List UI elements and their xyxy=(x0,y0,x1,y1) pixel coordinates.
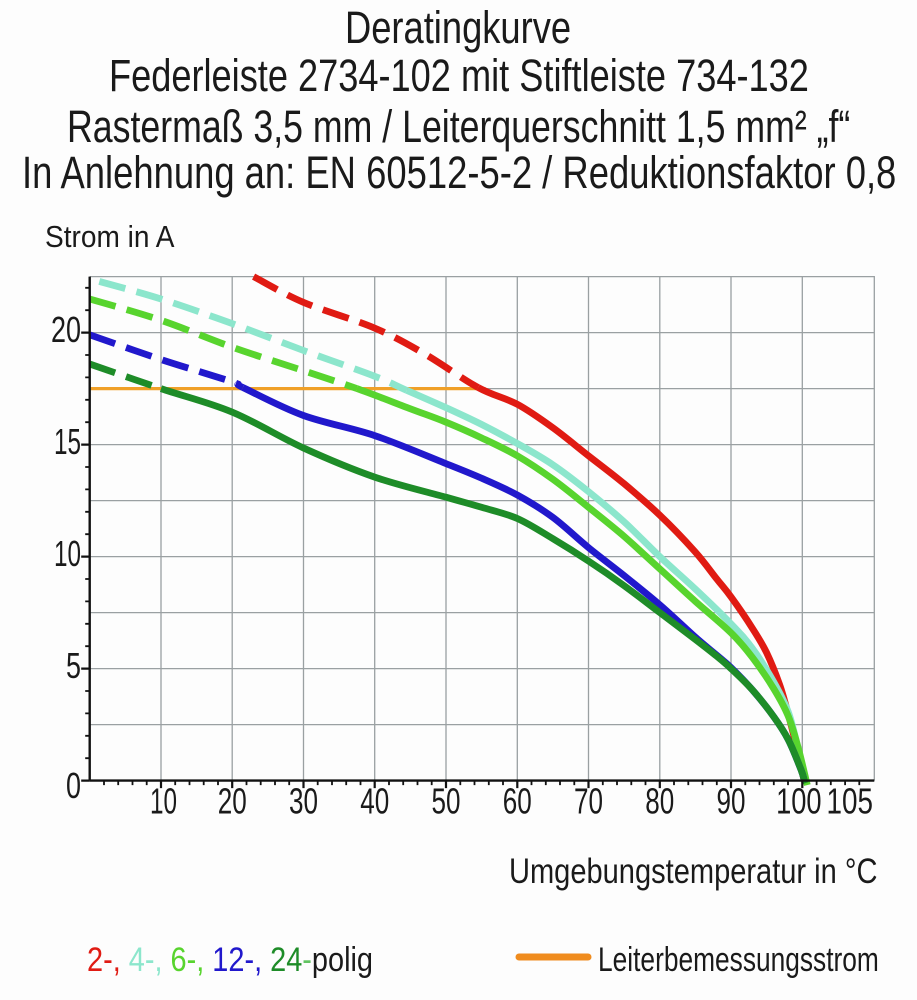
svg-text:5: 5 xyxy=(66,645,81,686)
svg-text:0: 0 xyxy=(66,765,81,806)
svg-text:15: 15 xyxy=(54,421,81,462)
svg-text:100: 100 xyxy=(776,781,822,822)
svg-text:70: 70 xyxy=(574,781,603,822)
svg-text:80: 80 xyxy=(645,781,674,822)
svg-text:30: 30 xyxy=(289,781,318,822)
svg-text:105: 105 xyxy=(827,781,874,822)
svg-text:10: 10 xyxy=(54,533,81,574)
svg-text:20: 20 xyxy=(51,309,81,350)
svg-text:90: 90 xyxy=(717,781,746,822)
svg-text:40: 40 xyxy=(360,781,389,822)
svg-text:50: 50 xyxy=(432,781,461,822)
svg-text:60: 60 xyxy=(503,781,532,822)
svg-text:10: 10 xyxy=(150,781,177,822)
svg-text:20: 20 xyxy=(218,781,247,822)
